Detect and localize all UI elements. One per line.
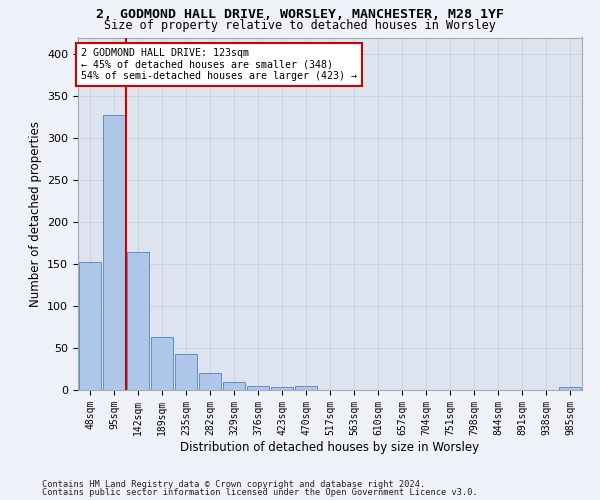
Text: Contains HM Land Registry data © Crown copyright and database right 2024.: Contains HM Land Registry data © Crown c… bbox=[42, 480, 425, 489]
Bar bbox=[295, 386, 317, 390]
Bar bbox=[271, 386, 293, 390]
Bar bbox=[151, 337, 173, 390]
Bar bbox=[127, 252, 149, 390]
Text: Size of property relative to detached houses in Worsley: Size of property relative to detached ho… bbox=[104, 18, 496, 32]
Text: Contains public sector information licensed under the Open Government Licence v3: Contains public sector information licen… bbox=[42, 488, 478, 497]
Bar bbox=[559, 386, 581, 390]
Text: 2, GODMOND HALL DRIVE, WORSLEY, MANCHESTER, M28 1YF: 2, GODMOND HALL DRIVE, WORSLEY, MANCHEST… bbox=[96, 8, 504, 20]
Bar bbox=[223, 382, 245, 390]
Bar bbox=[103, 114, 125, 390]
Bar bbox=[175, 354, 197, 390]
Text: 2 GODMOND HALL DRIVE: 123sqm
← 45% of detached houses are smaller (348)
54% of s: 2 GODMOND HALL DRIVE: 123sqm ← 45% of de… bbox=[80, 48, 356, 82]
Bar bbox=[79, 262, 101, 390]
X-axis label: Distribution of detached houses by size in Worsley: Distribution of detached houses by size … bbox=[181, 440, 479, 454]
Y-axis label: Number of detached properties: Number of detached properties bbox=[29, 120, 41, 306]
Bar bbox=[247, 386, 269, 390]
Bar bbox=[199, 373, 221, 390]
